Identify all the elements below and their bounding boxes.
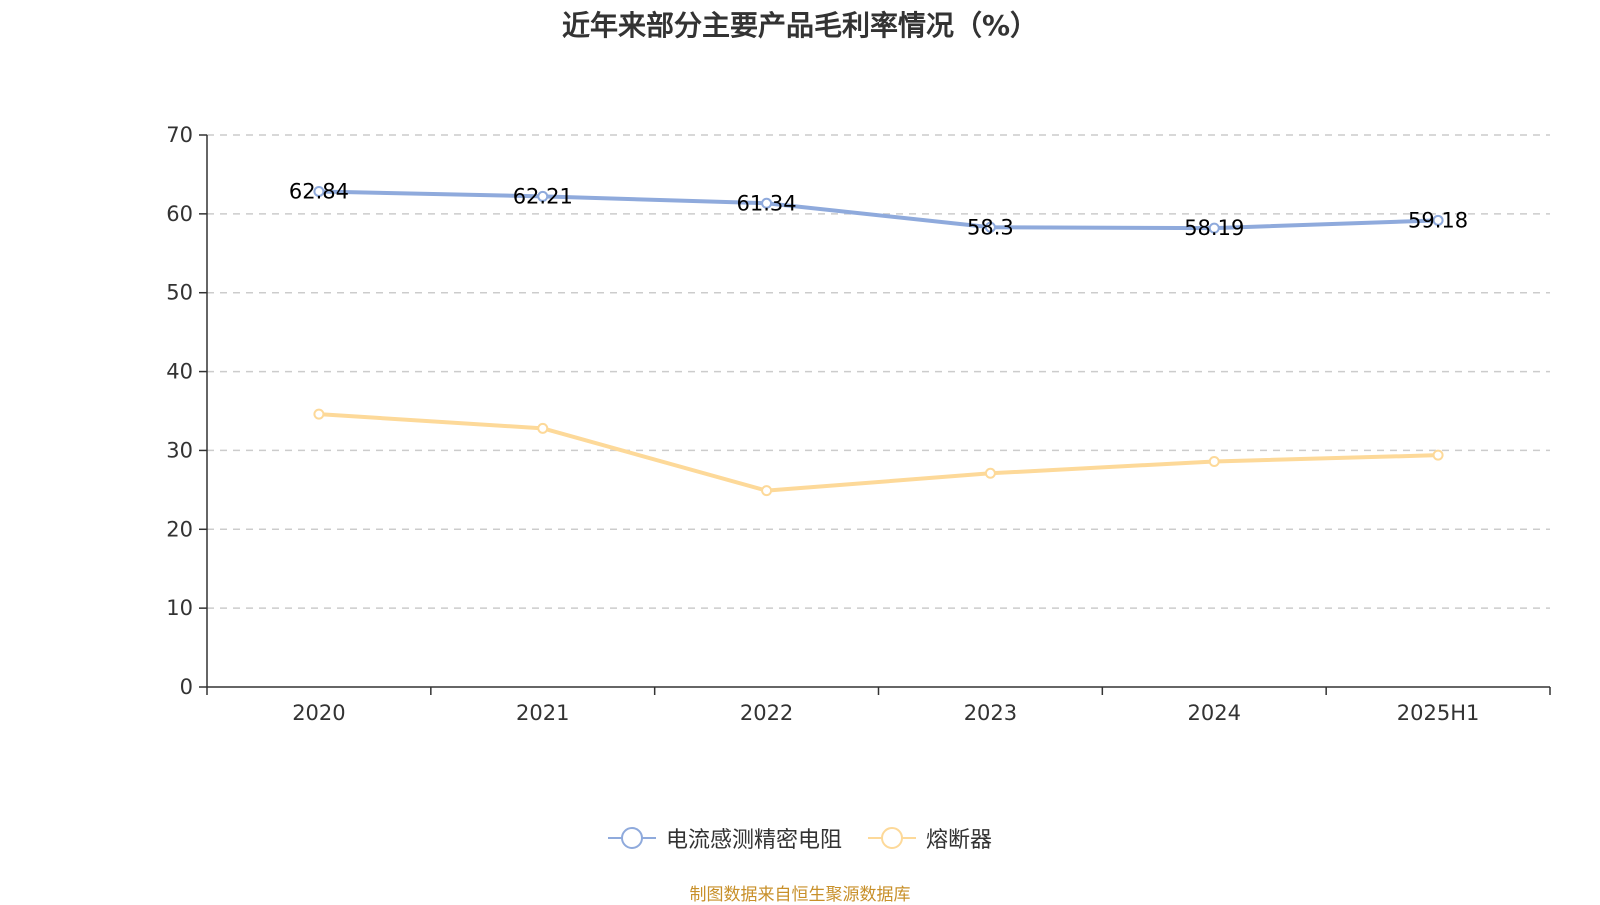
x-tick-label: 2023 bbox=[964, 701, 1017, 725]
series-2-point bbox=[984, 467, 996, 479]
chart-title: 近年来部分主要产品毛利率情况（%） bbox=[561, 9, 1039, 42]
legend: 电流感测精密电阻 熔断器 bbox=[0, 822, 1600, 854]
data-label: 59.18 bbox=[1408, 208, 1468, 232]
series-1-point bbox=[1432, 214, 1444, 226]
axes: 0 10 20 30 40 50 60 70 2020 2021 2022 2023 2024 2025H… bbox=[166, 123, 1551, 725]
y-tick-label: 0 bbox=[180, 675, 193, 699]
legend-swatch-series-2-icon bbox=[868, 827, 916, 849]
series-2-point bbox=[313, 408, 325, 420]
series-line-1 bbox=[318, 189, 1439, 231]
series-2-point bbox=[537, 422, 549, 434]
data-label: 61.34 bbox=[737, 191, 797, 215]
series-1-point bbox=[761, 197, 773, 209]
data-label: 62.84 bbox=[289, 179, 349, 203]
x-tick-label: 2020 bbox=[292, 701, 345, 725]
x-tick-label: 2024 bbox=[1188, 701, 1241, 725]
legend-label-series-1: 电流感测精密电阻 bbox=[665, 828, 842, 853]
y-tick-label: 30 bbox=[166, 438, 193, 462]
data-label: 58.19 bbox=[1184, 216, 1244, 240]
source-note: 制图数据来自恒生聚源数据库 bbox=[689, 885, 911, 905]
y-tick-label: 60 bbox=[166, 202, 193, 226]
legend-item-series-1[interactable]: 电流感测精密电阻 bbox=[607, 822, 842, 854]
y-tick-label: 70 bbox=[166, 123, 193, 147]
series-1-point bbox=[313, 185, 325, 197]
legend-swatch-series-1-icon bbox=[607, 827, 656, 849]
legend-item-series-2[interactable]: 熔断器 bbox=[868, 822, 992, 854]
y-tick-label: 20 bbox=[166, 517, 193, 541]
x-tick-label: 2021 bbox=[516, 701, 569, 725]
series-1-point bbox=[984, 221, 996, 233]
series-1-point bbox=[537, 190, 549, 202]
series-1-point bbox=[1208, 222, 1220, 234]
y-tick-label: 40 bbox=[166, 360, 193, 384]
y-tick-label: 50 bbox=[166, 281, 193, 305]
series-2-point bbox=[761, 485, 773, 497]
series-2-point bbox=[1432, 449, 1444, 461]
data-label: 58.3 bbox=[967, 215, 1014, 239]
series-line-2 bbox=[318, 412, 1439, 493]
legend-label-series-2: 熔断器 bbox=[926, 828, 993, 853]
x-tick-label: 2022 bbox=[740, 701, 793, 725]
grid-lines bbox=[207, 134, 1550, 609]
data-label: 62.21 bbox=[513, 184, 573, 208]
x-tick-label: 2025H1 bbox=[1397, 701, 1480, 725]
series-lines bbox=[313, 185, 1444, 497]
series-2-point bbox=[1208, 455, 1220, 467]
y-tick-label: 10 bbox=[166, 596, 193, 620]
data-labels: 62.84 62.21 61.34 58.3 58.19 59.18 bbox=[289, 179, 1468, 240]
